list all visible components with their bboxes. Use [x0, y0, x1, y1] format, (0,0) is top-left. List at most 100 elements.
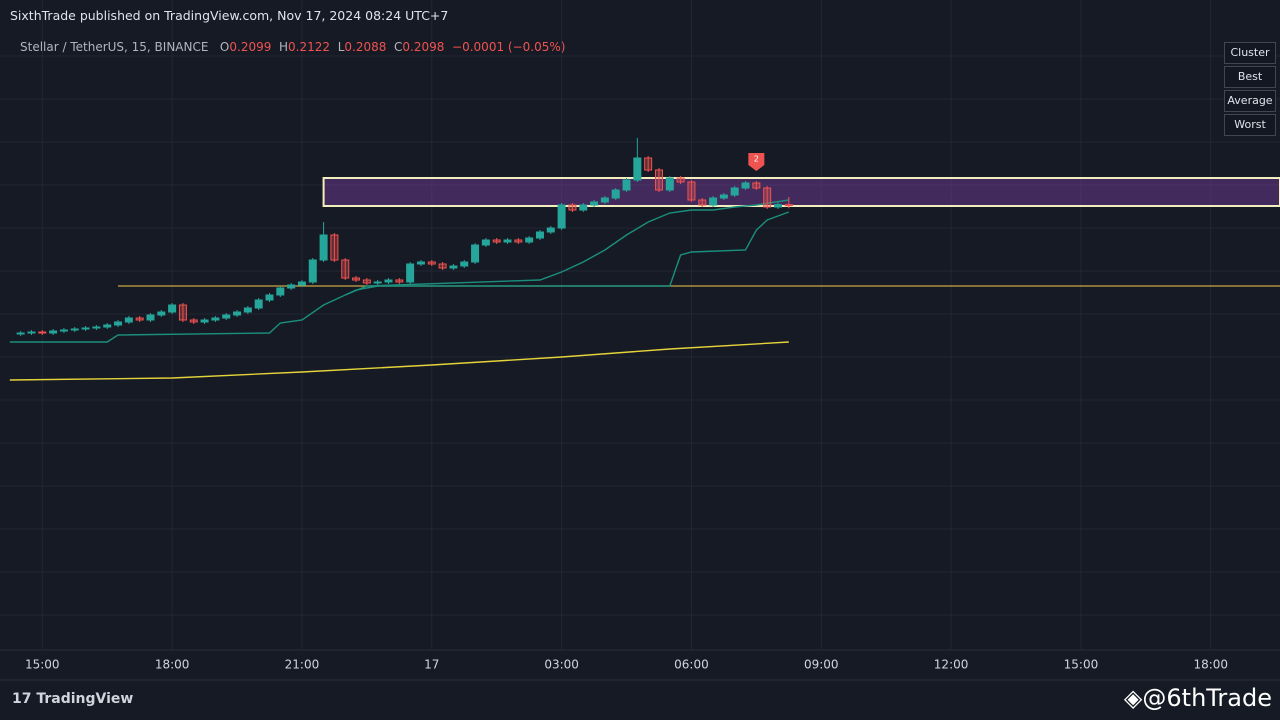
candle-body [92, 326, 101, 329]
candle-body [514, 239, 523, 243]
candle-body [568, 204, 577, 211]
candle-body [373, 281, 382, 284]
candle-body [611, 189, 620, 199]
watermark-text: @6thTrade [1142, 684, 1272, 712]
candle-body [773, 204, 782, 208]
signal-label: 2 [754, 155, 759, 164]
candle-body [416, 261, 425, 265]
ohlc-value: 0.2122 [288, 40, 331, 54]
candle-body [449, 265, 458, 269]
candle-body [741, 182, 750, 189]
candle-body [211, 317, 220, 321]
brand: 𝟭𝟳 TradingView [12, 691, 134, 707]
candle-body [287, 284, 296, 289]
button[interactable]: Worst [1224, 114, 1276, 136]
ohlc-value: 0.2099 [229, 40, 272, 54]
candle-body [308, 259, 317, 283]
candle-body [471, 244, 480, 263]
x-tick-label: 15:00 [1064, 658, 1099, 672]
candle-body [157, 311, 166, 316]
candle-body [319, 234, 328, 261]
x-tick-label: 17 [424, 658, 439, 672]
publisher: SixthTrade published on TradingView.com,… [10, 8, 449, 23]
candle-body [460, 261, 469, 267]
indicator-line [9, 341, 789, 381]
candle-body [297, 281, 306, 286]
candle-body [38, 331, 47, 334]
candle-body [200, 319, 209, 323]
candle-body [763, 187, 772, 208]
candle-body [114, 321, 123, 326]
candle-body [189, 319, 198, 323]
candle-body [135, 317, 144, 321]
candle-body [384, 279, 393, 283]
candle-body [503, 239, 512, 243]
candle-body [16, 332, 25, 335]
candle-body [579, 204, 588, 211]
legend: Stellar / TetherUS, 15, BINANCE O0.2099 … [20, 40, 565, 54]
watermark: ◈@6thTrade [1123, 684, 1272, 712]
ohlc-letter: L [337, 40, 345, 54]
candle-body [103, 324, 112, 328]
candle-body [81, 327, 90, 330]
candle-body [698, 199, 707, 206]
candle-body [146, 314, 155, 321]
candle-body [719, 194, 728, 199]
candle-body [622, 179, 631, 191]
brand-text: TradingView [36, 691, 134, 707]
ohlc-letter: O [219, 40, 230, 54]
ohlc-value: 0.2088 [344, 40, 387, 54]
candle-body [654, 169, 663, 191]
x-tick-label: 06:00 [674, 658, 709, 672]
candle-body [265, 294, 274, 301]
candle-body [168, 304, 177, 313]
indicator-line [344, 199, 789, 296]
candle-body [243, 307, 252, 313]
candle-body [492, 239, 501, 243]
candle-body [438, 263, 447, 269]
candle-body [481, 239, 490, 246]
x-tick-label: 18:00 [155, 658, 190, 672]
x-tick-label: 15:00 [25, 658, 60, 672]
candle-body [665, 177, 674, 191]
buttons: Cluster Best Average Worst [1224, 42, 1276, 138]
x-tick-label: 09:00 [804, 658, 839, 672]
candle-body [557, 204, 566, 229]
x-tick-label: 12:00 [934, 658, 969, 672]
candle-body [341, 259, 350, 279]
candle-body [27, 331, 36, 334]
candle-body [590, 201, 599, 206]
grid [0, 55, 1280, 616]
candle-body [730, 187, 739, 196]
x-tick-label: 03:00 [544, 658, 579, 672]
candle-body [254, 299, 263, 309]
candle-body [233, 311, 242, 316]
candle-body [676, 177, 685, 183]
candle-body [70, 328, 79, 331]
candle-body [276, 287, 285, 296]
button[interactable]: Cluster [1224, 42, 1276, 64]
candle-body [784, 204, 793, 207]
candle-body [644, 157, 653, 171]
candle-body [709, 197, 718, 206]
symbol: Stellar / TetherUS, 15, BINANCE [20, 40, 209, 54]
candle-body [330, 234, 339, 261]
candle-body [59, 329, 68, 332]
candle-body [546, 227, 555, 233]
ohlc-letter: H [279, 40, 289, 54]
button[interactable]: Best [1224, 66, 1276, 88]
x-tick-label: 21:00 [285, 658, 320, 672]
candle-body [535, 231, 544, 239]
candle-body [49, 330, 58, 334]
candle-body [600, 197, 609, 203]
candle-body [633, 157, 642, 181]
zone [322, 177, 1280, 207]
candle-body [222, 314, 231, 319]
button[interactable]: Average [1224, 90, 1276, 112]
candle-body [362, 279, 371, 284]
candle-body [124, 317, 133, 323]
ohlc-value: 0.2098 [402, 40, 445, 54]
candle-body [406, 263, 415, 283]
